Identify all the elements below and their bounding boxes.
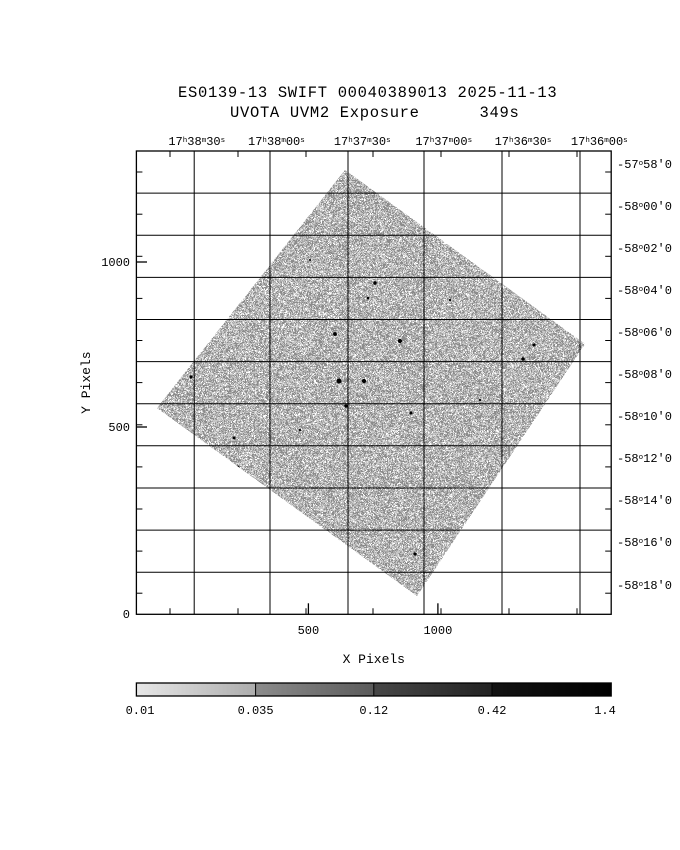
svg-text:17h38m30s: 17h38m30s xyxy=(168,135,225,149)
svg-text:-57o58'0: -57o58'0 xyxy=(617,158,672,172)
svg-text:17h38m00s: 17h38m00s xyxy=(248,135,305,149)
svg-text:-58o12'0: -58o12'0 xyxy=(617,452,672,466)
svg-text:-58o04'0: -58o04'0 xyxy=(617,284,672,298)
svg-text:-58o02'0: -58o02'0 xyxy=(617,242,672,256)
svg-text:-58o08'0: -58o08'0 xyxy=(617,368,672,382)
svg-text:-58o06'0: -58o06'0 xyxy=(617,326,672,340)
svg-text:500: 500 xyxy=(108,421,130,435)
svg-text:-58o10'0: -58o10'0 xyxy=(617,410,672,424)
svg-text:Y Pixels: Y Pixels xyxy=(79,351,94,413)
svg-text:17h37m30s: 17h37m30s xyxy=(334,135,391,149)
svg-text:0.12: 0.12 xyxy=(359,704,388,718)
svg-text:-58o16'0: -58o16'0 xyxy=(617,536,672,550)
svg-text:0.01: 0.01 xyxy=(126,704,155,718)
svg-text:-58o18'0: -58o18'0 xyxy=(617,579,672,593)
svg-text:17h36m00s: 17h36m00s xyxy=(571,135,628,149)
svg-text:1000: 1000 xyxy=(101,256,130,270)
svg-text:-58o14'0: -58o14'0 xyxy=(617,494,672,508)
svg-text:0.42: 0.42 xyxy=(478,704,507,718)
svg-text:17h36m30s: 17h36m30s xyxy=(495,135,552,149)
svg-text:-58o00'0: -58o00'0 xyxy=(617,200,672,214)
svg-text:1000: 1000 xyxy=(423,624,452,638)
svg-text:17h37m00s: 17h37m00s xyxy=(415,135,472,149)
svg-text:0.035: 0.035 xyxy=(238,704,274,718)
svg-text:X Pixels: X Pixels xyxy=(343,652,405,667)
svg-text:1.4: 1.4 xyxy=(594,704,616,718)
svg-text:0: 0 xyxy=(123,608,130,622)
svg-text:500: 500 xyxy=(298,624,320,638)
